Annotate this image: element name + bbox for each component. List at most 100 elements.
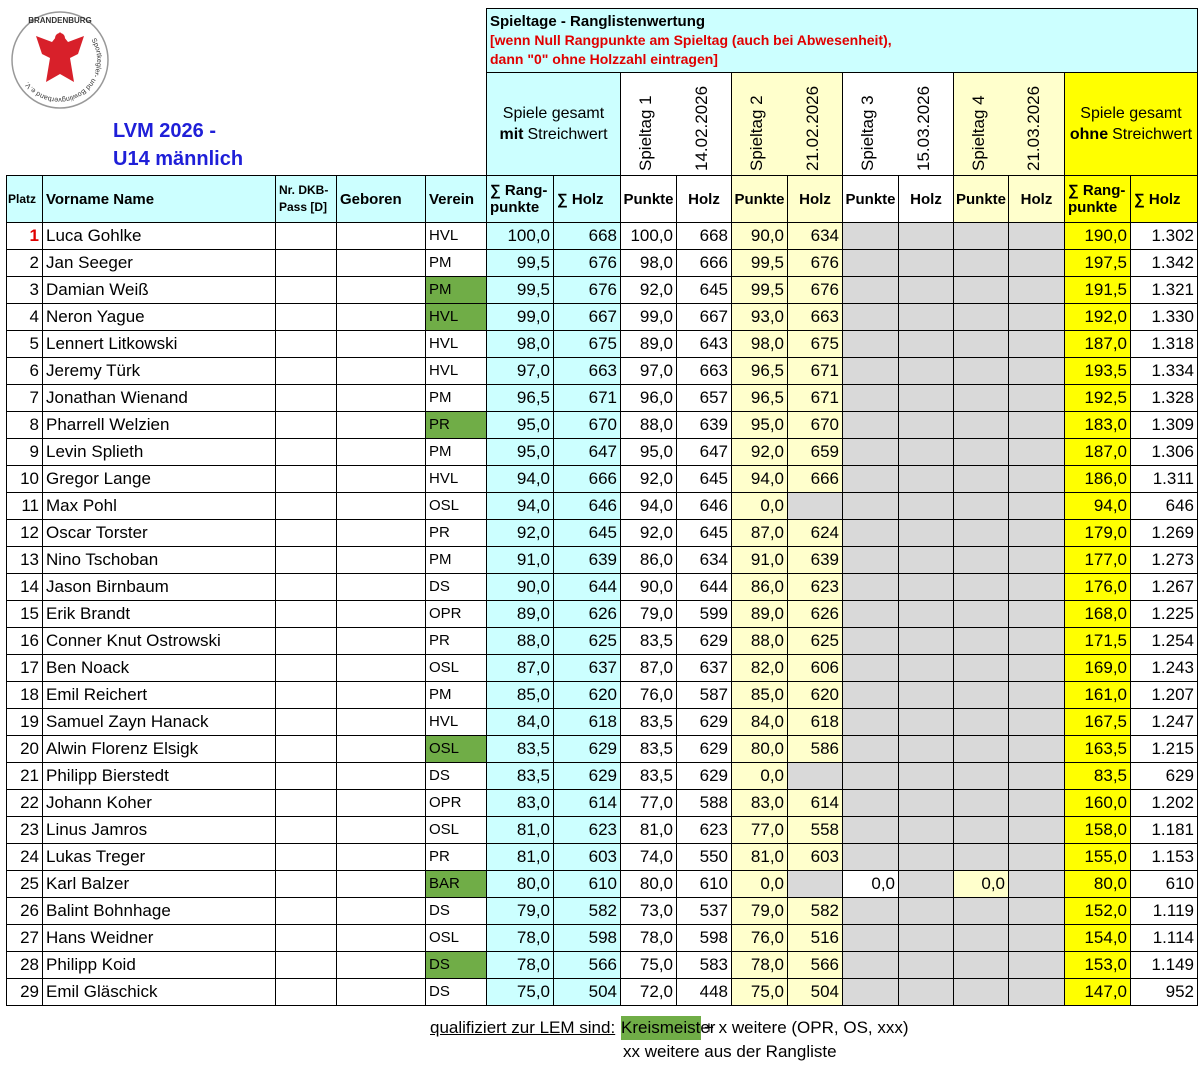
score: 197,5 xyxy=(1064,249,1131,277)
empty-cell xyxy=(336,789,426,817)
score: 1.114 xyxy=(1130,924,1198,952)
empty-cell xyxy=(275,735,337,763)
score: 92,0 xyxy=(620,519,677,547)
streich-emph: ohne xyxy=(1069,126,1109,143)
rank: 20 xyxy=(6,735,43,763)
score: 95,0 xyxy=(731,411,788,439)
empty-cell xyxy=(953,303,1009,331)
score: 1.215 xyxy=(1130,735,1198,763)
empty-cell xyxy=(1008,951,1065,979)
empty-cell xyxy=(336,951,426,979)
score: 98,0 xyxy=(620,249,677,277)
spieltag-header xyxy=(842,72,954,176)
score: 668 xyxy=(553,222,621,250)
score: 625 xyxy=(787,627,843,655)
score: 504 xyxy=(553,978,621,1006)
empty-cell xyxy=(842,951,899,979)
player-name: Alwin Florenz Elsigk xyxy=(42,735,276,763)
empty-cell xyxy=(898,357,954,385)
footer-line2: xx weitere aus der Rangliste xyxy=(623,1042,837,1061)
score: 675 xyxy=(553,330,621,358)
score: 91,0 xyxy=(731,546,788,574)
empty-cell xyxy=(898,843,954,871)
score: 587 xyxy=(676,681,732,709)
rank: 24 xyxy=(6,843,43,871)
score: 1.306 xyxy=(1130,438,1198,466)
empty-cell xyxy=(898,627,954,655)
score: 83,5 xyxy=(1064,762,1131,790)
empty-cell xyxy=(898,924,954,952)
score: 83,0 xyxy=(486,789,554,817)
empty-cell xyxy=(275,222,337,250)
score: 666 xyxy=(787,465,843,493)
empty-cell xyxy=(275,843,337,871)
score: 77,0 xyxy=(731,816,788,844)
score: 614 xyxy=(553,789,621,817)
score: 537 xyxy=(676,897,732,925)
empty-cell xyxy=(842,384,899,412)
empty-cell xyxy=(898,654,954,682)
empty-cell xyxy=(953,573,1009,601)
score: 671 xyxy=(787,357,843,385)
player-name: Karl Balzer xyxy=(42,870,276,898)
empty-cell xyxy=(336,546,426,574)
empty-cell xyxy=(953,816,1009,844)
empty-cell xyxy=(953,249,1009,277)
score: 663 xyxy=(553,357,621,385)
streich-header: Spiele gesamt mit Streichwert xyxy=(486,72,621,176)
score: 618 xyxy=(553,708,621,736)
streich-line: mit Streichwert xyxy=(499,124,607,145)
score: 645 xyxy=(676,465,732,493)
score: 646 xyxy=(676,492,732,520)
empty-cell xyxy=(898,438,954,466)
score: 96,5 xyxy=(731,357,788,385)
empty-cell xyxy=(787,492,843,520)
player-name: Conner Knut Ostrowski xyxy=(42,627,276,655)
score: 952 xyxy=(1130,978,1198,1006)
score: 80,0 xyxy=(620,870,677,898)
empty-cell xyxy=(898,465,954,493)
score: 1.334 xyxy=(1130,357,1198,385)
score: 86,0 xyxy=(620,546,677,574)
rank: 16 xyxy=(6,627,43,655)
empty-cell xyxy=(1008,303,1065,331)
empty-cell xyxy=(275,276,337,304)
score: 1.225 xyxy=(1130,600,1198,628)
empty-cell xyxy=(336,573,426,601)
player-name: Nino Tschoban xyxy=(42,546,276,574)
empty-cell xyxy=(842,465,899,493)
score: 598 xyxy=(676,924,732,952)
score: 1.302 xyxy=(1130,222,1198,250)
club: OPR xyxy=(425,789,487,817)
empty-cell xyxy=(842,816,899,844)
club: OSL xyxy=(425,924,487,952)
score: 160,0 xyxy=(1064,789,1131,817)
score: 152,0 xyxy=(1064,897,1131,925)
score: 582 xyxy=(787,897,843,925)
score: 187,0 xyxy=(1064,438,1131,466)
empty-cell xyxy=(1008,519,1065,547)
column-header: Punkte xyxy=(842,175,899,223)
empty-cell xyxy=(898,978,954,1006)
score: 90,0 xyxy=(620,573,677,601)
score: 94,0 xyxy=(486,465,554,493)
column-header: Verein xyxy=(425,175,487,223)
column-header: Holz xyxy=(898,175,954,223)
player-name: Linus Jamros xyxy=(42,816,276,844)
footer-badge: Kreismeister xyxy=(621,1016,715,1040)
score: 84,0 xyxy=(731,708,788,736)
score: 92,0 xyxy=(620,276,677,304)
player-name: Jan Seeger xyxy=(42,249,276,277)
empty-cell xyxy=(1008,897,1065,925)
score: 147,0 xyxy=(1064,978,1131,1006)
player-name: Pharrell Welzien xyxy=(42,411,276,439)
empty-cell xyxy=(1008,600,1065,628)
empty-cell xyxy=(336,384,426,412)
player-name: Luca Gohlke xyxy=(42,222,276,250)
score: 620 xyxy=(553,681,621,709)
club: OPR xyxy=(425,600,487,628)
empty-cell xyxy=(275,681,337,709)
spieltag-name: Spieltag 4 xyxy=(969,95,988,171)
score: 637 xyxy=(676,654,732,682)
spieltag-date: 15.03.2026 xyxy=(914,85,933,171)
